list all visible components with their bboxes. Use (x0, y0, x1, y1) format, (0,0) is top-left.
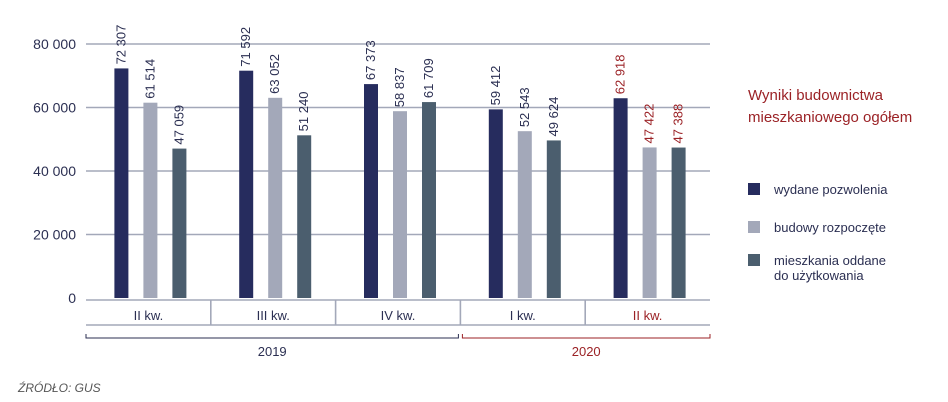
legend-label: do użytkowania (774, 268, 864, 283)
x-axis: II kw. III kw. IV kw. I kw. II kw. 2019 2020 (85, 299, 711, 359)
x-tick-label: IV kw. (381, 308, 416, 323)
legend: wydane pozwolenia budowy rozpoczęte mieszk… (748, 182, 888, 283)
bar (488, 109, 503, 298)
year-bracket (461, 334, 711, 339)
bar (297, 135, 312, 298)
data-label: 61 514 (142, 59, 157, 99)
bars (114, 68, 686, 299)
bar (517, 131, 532, 298)
bar (172, 148, 187, 298)
data-label: 52 543 (517, 87, 532, 127)
data-label: 58 837 (392, 67, 407, 107)
bar (114, 68, 129, 298)
data-label: 71 592 (238, 27, 253, 67)
data-label: 67 373 (363, 40, 378, 80)
x-tick-label: II kw. (134, 308, 164, 323)
legend-swatch (748, 183, 760, 195)
legend-label: wydane pozwolenia (773, 182, 888, 197)
bar (671, 147, 686, 298)
data-label: 47 388 (671, 104, 686, 144)
legend-label: budowy rozpoczęte (774, 220, 886, 235)
data-label: 62 918 (613, 54, 628, 94)
x-tick-label: II kw. (633, 308, 663, 323)
bar (642, 147, 657, 298)
bar (546, 140, 561, 298)
legend-swatch (748, 254, 760, 266)
data-label: 49 624 (546, 97, 561, 137)
chart-title-line-1: Wyniki budownictwa (748, 87, 884, 104)
data-labels: 72 307 61 514 47 059 71 592 63 052 51 240 67 3… (113, 25, 685, 145)
y-tick-label: 60 000 (33, 100, 76, 116)
bar (422, 102, 436, 299)
year-label: 2020 (572, 344, 601, 359)
data-label: 59 412 (488, 66, 503, 106)
y-axis-tick-labels: 0 20 000 40 000 60 000 80 000 (33, 36, 76, 306)
legend-swatch (748, 221, 760, 233)
data-label: 47 059 (171, 105, 186, 145)
x-tick-label: III kw. (257, 308, 290, 323)
y-tick-label: 40 000 (33, 163, 76, 179)
data-label: 47 422 (642, 104, 657, 144)
data-label: 51 240 (296, 92, 311, 132)
bar (143, 102, 158, 298)
bar (393, 111, 407, 298)
y-tick-label: 80 000 (33, 36, 76, 52)
legend-label: mieszkania oddane (774, 253, 886, 268)
year-label: 2019 (258, 344, 287, 359)
x-tick-label: I kw. (510, 308, 536, 323)
chart-title-line-2: mieszkaniowego ogółem (748, 109, 912, 126)
source-note: ŹRÓDŁO: GUS (17, 380, 101, 395)
data-label: 63 052 (267, 54, 282, 94)
bar (613, 98, 628, 298)
data-label: 72 307 (113, 25, 128, 65)
data-label: 61 709 (421, 58, 436, 98)
bar (239, 70, 254, 298)
bar (268, 97, 283, 298)
year-bracket (85, 334, 459, 339)
y-tick-label: 0 (68, 290, 76, 306)
y-tick-label: 20 000 (33, 227, 76, 243)
bar (364, 84, 378, 298)
